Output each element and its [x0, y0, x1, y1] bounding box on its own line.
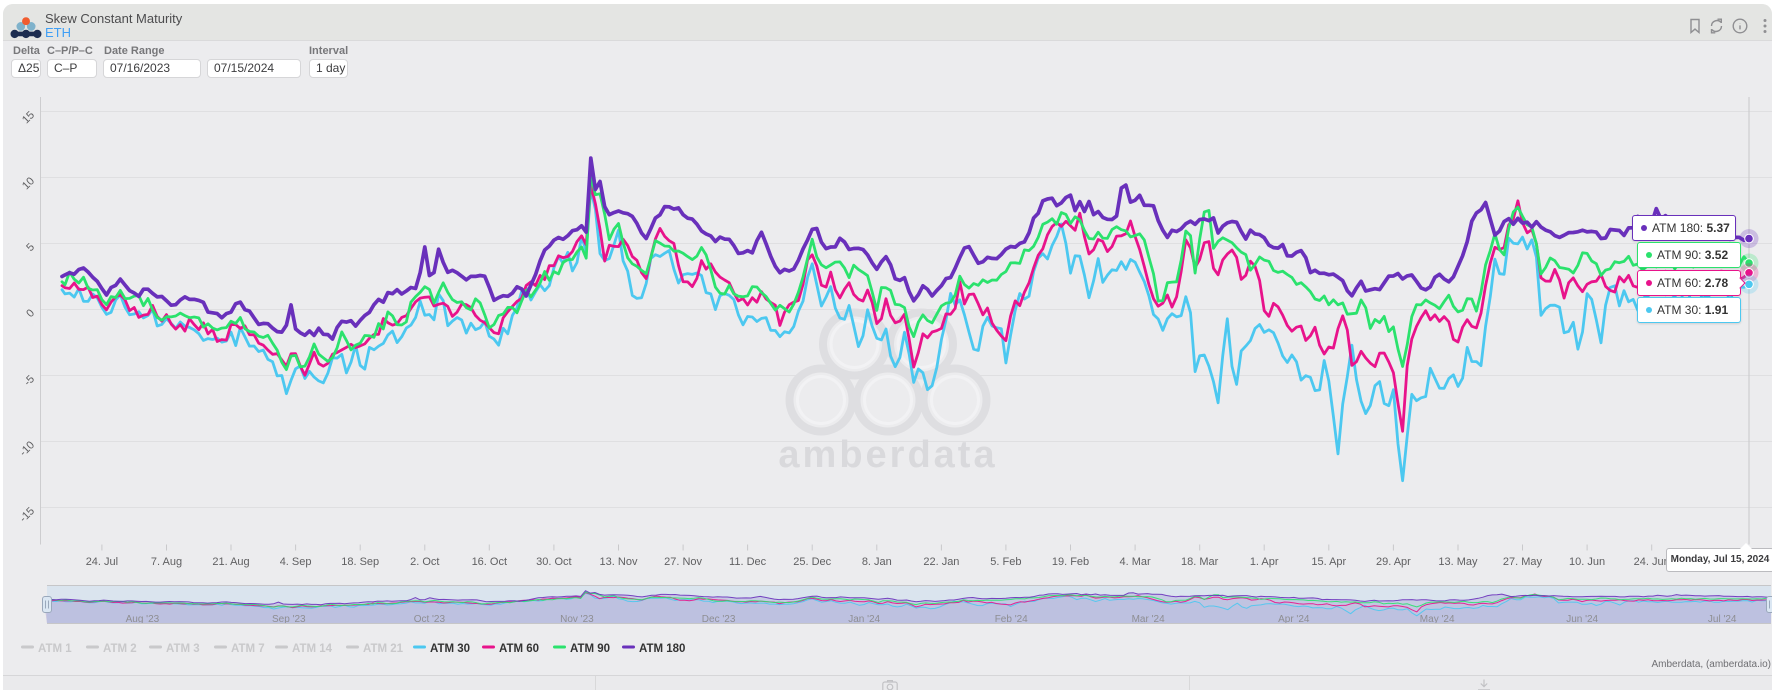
svg-text:Oct '23: Oct '23	[414, 614, 446, 625]
svg-text:15. Apr: 15. Apr	[1311, 556, 1346, 568]
svg-text:Jul '24: Jul '24	[1708, 614, 1737, 625]
svg-text:Jun '24: Jun '24	[1566, 614, 1598, 625]
svg-text:18. Mar: 18. Mar	[1181, 556, 1219, 568]
svg-text:ATM 180: ATM 180	[639, 643, 685, 655]
svg-text:ATM 7: ATM 7	[231, 643, 265, 655]
svg-text:5. Feb: 5. Feb	[990, 556, 1021, 568]
svg-text:18. Sep: 18. Sep	[341, 556, 379, 568]
svg-text:ATM 2: ATM 2	[103, 643, 137, 655]
svg-text:22. Jan: 22. Jan	[923, 556, 959, 568]
svg-text:ATM 3: ATM 3	[166, 643, 200, 655]
svg-text:27. Nov: 27. Nov	[664, 556, 702, 568]
svg-text:May '24: May '24	[1420, 614, 1455, 625]
svg-text:11. Dec: 11. Dec	[729, 556, 767, 568]
svg-text:1. Apr: 1. Apr	[1250, 556, 1279, 568]
svg-text:4. Mar: 4. Mar	[1120, 556, 1152, 568]
svg-text:ATM 1: ATM 1	[38, 643, 72, 655]
svg-text:ATM 60: ATM 60	[499, 643, 539, 655]
svg-text:13. Nov: 13. Nov	[600, 556, 638, 568]
svg-text:Mar '24: Mar '24	[1132, 614, 1165, 625]
svg-text:amberdata: amberdata	[778, 434, 997, 476]
svg-text:ATM 21: ATM 21	[363, 643, 404, 655]
svg-text:19. Feb: 19. Feb	[1052, 556, 1089, 568]
svg-text:7. Aug: 7. Aug	[151, 556, 182, 568]
svg-text:16. Oct: 16. Oct	[472, 556, 507, 568]
svg-text:5: 5	[24, 241, 37, 254]
svg-text:Nov '23: Nov '23	[560, 614, 594, 625]
svg-text:24. Jul: 24. Jul	[86, 556, 118, 568]
svg-text:Jan '24: Jan '24	[848, 614, 880, 625]
svg-text:15: 15	[20, 109, 37, 126]
svg-text:13. May: 13. May	[1438, 556, 1478, 568]
svg-text:Apr '24: Apr '24	[1278, 614, 1310, 625]
svg-text:25. Dec: 25. Dec	[793, 556, 831, 568]
svg-text:ATM 14: ATM 14	[292, 643, 333, 655]
svg-text:-15: -15	[17, 505, 37, 525]
svg-text:Feb '24: Feb '24	[995, 614, 1028, 625]
svg-text:4. Sep: 4. Sep	[280, 556, 312, 568]
svg-text:2. Oct: 2. Oct	[410, 556, 439, 568]
svg-text:-10: -10	[17, 439, 37, 459]
svg-text:ATM 90: ATM 90	[570, 643, 610, 655]
svg-text:0: 0	[24, 307, 37, 320]
svg-text:10. Jun: 10. Jun	[1569, 556, 1605, 568]
svg-text:Dec '23: Dec '23	[702, 614, 736, 625]
svg-text:21. Aug: 21. Aug	[212, 556, 249, 568]
svg-text:30. Oct: 30. Oct	[536, 556, 571, 568]
svg-text:ATM 30: ATM 30	[430, 643, 470, 655]
svg-text:-5: -5	[22, 373, 37, 388]
svg-text:Amberdata, (amberdata.io): Amberdata, (amberdata.io)	[1651, 659, 1771, 670]
svg-text:27. May: 27. May	[1503, 556, 1543, 568]
svg-text:10: 10	[20, 175, 37, 192]
svg-text:29. Apr: 29. Apr	[1376, 556, 1411, 568]
svg-text:8. Jan: 8. Jan	[862, 556, 892, 568]
svg-text:Sep '23: Sep '23	[272, 614, 306, 625]
svg-text:Aug '23: Aug '23	[126, 614, 160, 625]
svg-text:24. Jun: 24. Jun	[1634, 556, 1670, 568]
